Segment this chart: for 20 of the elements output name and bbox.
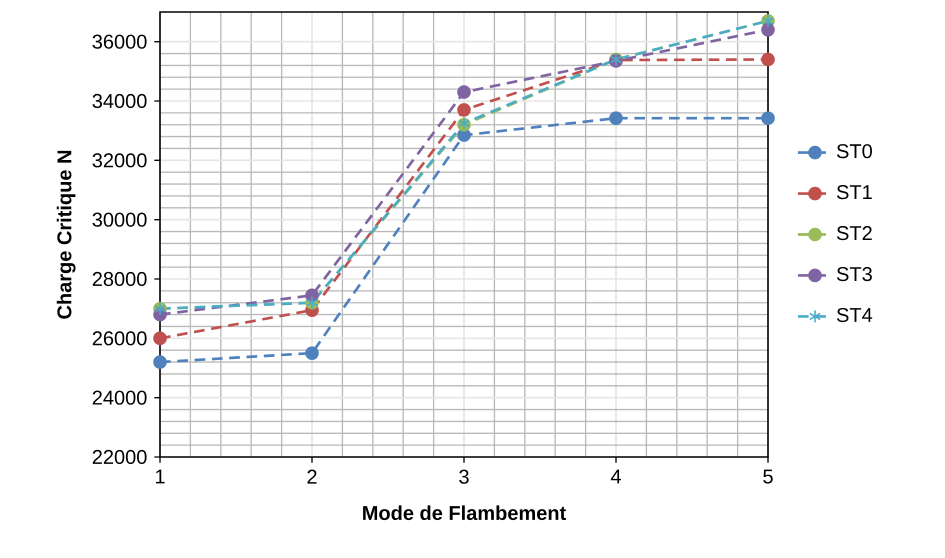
y-axis-title: Charge Critique N [56,150,76,319]
y-tick-label: 36000 [92,34,147,49]
legend-label: ST2 [836,226,872,240]
legend-label: ST0 [836,144,872,158]
legend-label: ST4 [836,308,872,322]
y-tick-label: 32000 [92,153,147,168]
y-tick-label: 30000 [92,212,147,227]
x-tick-label: 4 [610,470,621,484]
y-tick-label: 34000 [92,94,147,108]
legend-label: ST1 [836,185,872,200]
x-tick-label: 3 [459,470,469,484]
x-tick-label: 2 [307,470,317,484]
x-axis-title: Mode de Flambement [363,505,566,520]
x-tick-label: 5 [763,470,773,484]
y-tick-label: 28000 [92,272,147,286]
y-tick-label: 22000 [92,450,147,464]
legend-label: ST3 [836,266,872,282]
x-tick-label: 1 [156,470,165,484]
y-tick-label: 26000 [92,331,147,346]
y-tick-label: 24000 [92,390,147,405]
